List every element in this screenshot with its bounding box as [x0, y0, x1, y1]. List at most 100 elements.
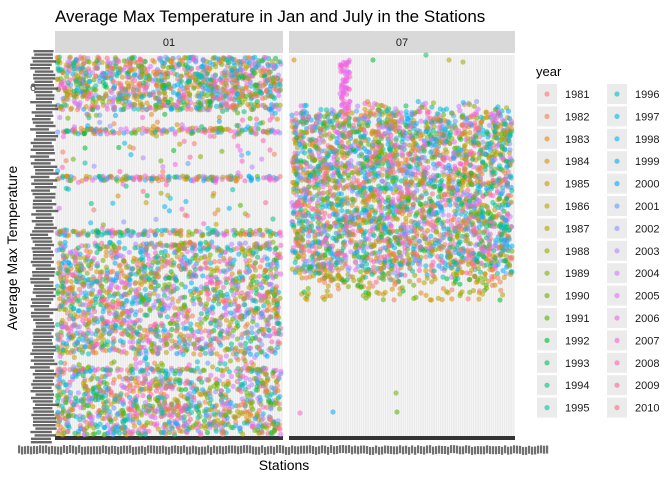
- data-point: [239, 99, 245, 105]
- data-point: [230, 383, 236, 389]
- data-point: [219, 372, 226, 379]
- data-point: [268, 345, 274, 351]
- data-point: [235, 283, 241, 289]
- data-point: [142, 286, 148, 292]
- data-point: [187, 239, 193, 246]
- data-point: [79, 265, 85, 271]
- data-point: [96, 328, 102, 334]
- data-point: [90, 431, 96, 437]
- data-point: [128, 333, 134, 340]
- data-point: [216, 324, 222, 330]
- data-point: [131, 423, 138, 429]
- data-point: [181, 138, 187, 144]
- data-point: [248, 400, 254, 406]
- data-point: [164, 393, 170, 399]
- data-point: [179, 122, 185, 128]
- data-point: [129, 266, 135, 272]
- data-point: [91, 130, 97, 136]
- data-point: [128, 430, 134, 437]
- data-point: [249, 285, 255, 291]
- data-point: [210, 364, 216, 370]
- data-point: [126, 249, 132, 255]
- data-point: [117, 262, 123, 268]
- data-point: [188, 367, 194, 373]
- data-point: [67, 334, 73, 340]
- data-point: [65, 267, 71, 273]
- data-point: [103, 249, 109, 255]
- data-point: [204, 247, 210, 253]
- data-point: [229, 271, 235, 277]
- data-point: [154, 253, 161, 260]
- data-point: [179, 105, 185, 111]
- data-point: [77, 232, 83, 238]
- data-point: [172, 305, 178, 311]
- data-point: [270, 373, 276, 379]
- data-point: [55, 409, 61, 415]
- data-point: [85, 330, 91, 336]
- data-point: [189, 292, 195, 298]
- data-point: [169, 315, 175, 321]
- data-point: [152, 360, 158, 366]
- data-point: [206, 87, 212, 93]
- data-point: [206, 296, 212, 302]
- data-point: [247, 115, 253, 122]
- data-point: [265, 274, 271, 280]
- data-point: [276, 321, 282, 327]
- data-point: [266, 106, 272, 112]
- data-point: [83, 81, 89, 87]
- data-point: [141, 327, 148, 333]
- data-point: [203, 425, 209, 431]
- data-point: [55, 288, 61, 295]
- data-point: [213, 389, 219, 395]
- data-point: [167, 383, 173, 389]
- data-point: [268, 83, 274, 89]
- data-point: [124, 416, 130, 422]
- data-point: [103, 253, 109, 259]
- data-point: [226, 174, 232, 180]
- data-point: [138, 256, 144, 262]
- data-point: [172, 131, 178, 137]
- data-point: [101, 75, 107, 81]
- data-point: [61, 306, 67, 312]
- data-point: [66, 413, 72, 419]
- data-point: [228, 310, 234, 316]
- data-point: [278, 233, 284, 239]
- data-point: [239, 331, 245, 337]
- data-point: [147, 386, 153, 392]
- data-point: [214, 56, 220, 62]
- data-point: [186, 405, 192, 411]
- data-point: [60, 322, 66, 328]
- data-point: [80, 426, 87, 432]
- data-point: [226, 369, 232, 375]
- data-point: [139, 130, 145, 136]
- data-point: [140, 392, 146, 399]
- data-point: [66, 67, 72, 73]
- data-point: [170, 66, 176, 72]
- data-point: [250, 250, 256, 256]
- data-point: [237, 240, 243, 247]
- data-point: [199, 124, 205, 130]
- data-point: [117, 168, 123, 175]
- data-point: [88, 261, 94, 267]
- data-point: [262, 389, 268, 395]
- data-point: [112, 324, 118, 331]
- data-point: [220, 381, 227, 387]
- data-point: [249, 423, 255, 429]
- data-point: [229, 333, 235, 339]
- data-point: [118, 81, 124, 87]
- data-point: [161, 89, 167, 95]
- data-point: [200, 74, 206, 80]
- data-point: [268, 405, 274, 411]
- data-point: [82, 378, 88, 384]
- data-point: [100, 297, 106, 303]
- data-point: [145, 371, 151, 377]
- data-point: [229, 56, 235, 62]
- data-point: [78, 313, 84, 319]
- data-point: [90, 373, 97, 379]
- data-point: [62, 239, 68, 245]
- data-point: [246, 310, 252, 316]
- data-point: [269, 420, 275, 426]
- data-point: [254, 423, 260, 429]
- data-point: [207, 252, 213, 258]
- data-point: [155, 298, 162, 304]
